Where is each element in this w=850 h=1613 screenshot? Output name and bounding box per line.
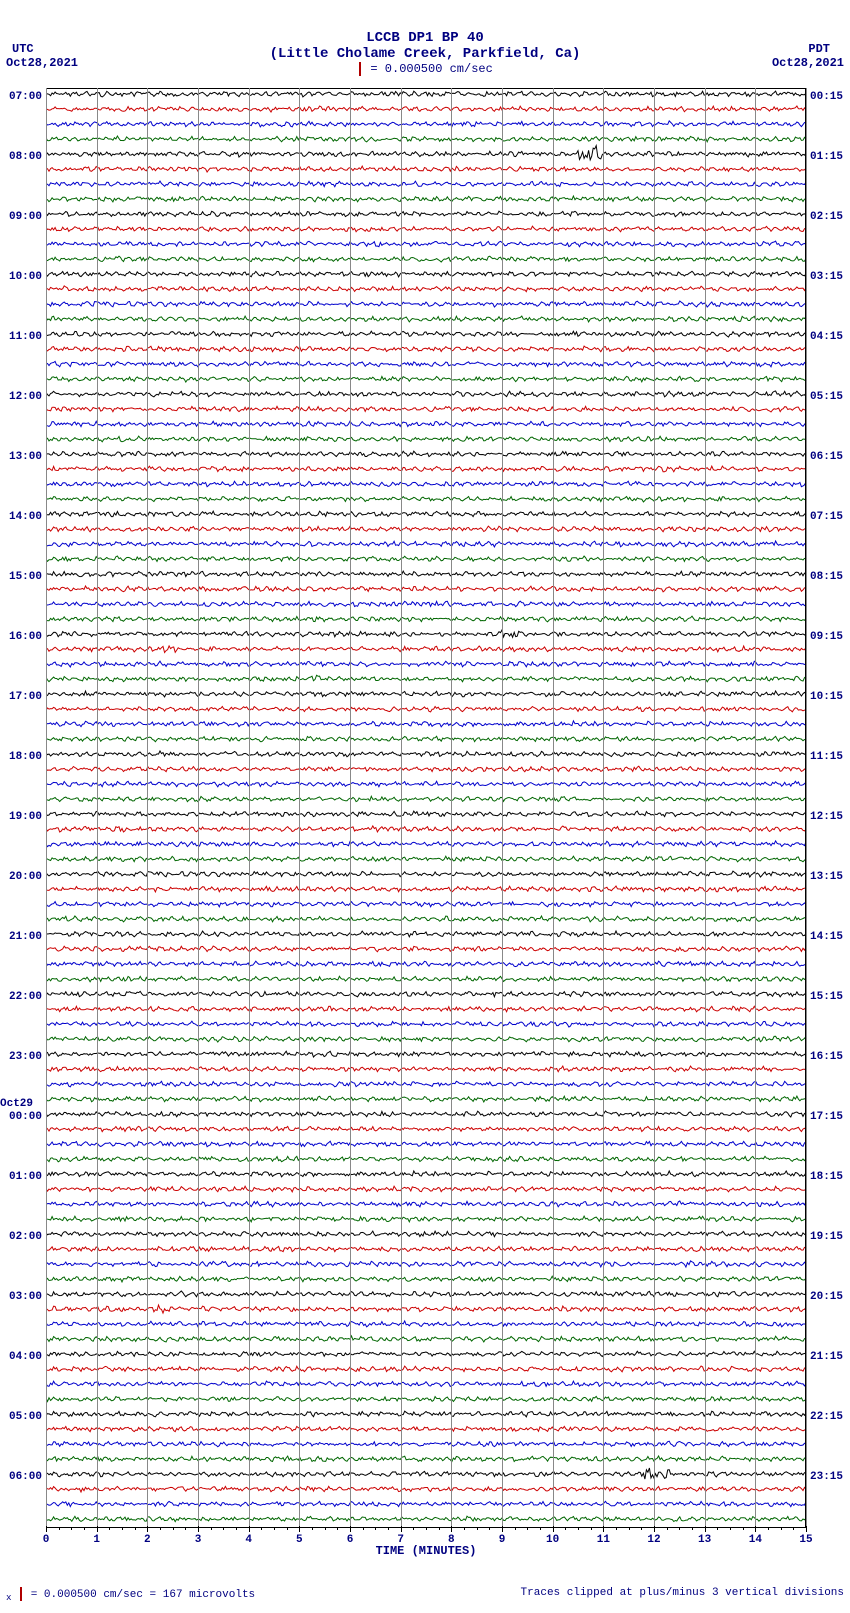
hour-label-utc: 16:00: [4, 631, 42, 643]
hour-label-utc: 00:00: [4, 1111, 42, 1123]
hour-label-utc: 07:00: [4, 91, 42, 103]
hour-label-utc: 02:00: [4, 1231, 42, 1243]
gridline-v: [603, 88, 604, 1528]
hour-label-utc: 06:00: [4, 1471, 42, 1483]
plot-border: [46, 88, 806, 1528]
gridline-v: [401, 88, 402, 1528]
seismogram-container: UTC Oct28,2021 PDT Oct28,2021 LCCB DP1 B…: [0, 0, 850, 1613]
hour-label-utc: 08:00: [4, 151, 42, 163]
hour-label-utc: 13:00: [4, 451, 42, 463]
hour-label-pdt: 00:15: [810, 91, 848, 103]
hour-label-pdt: 07:15: [810, 511, 848, 523]
xaxis-label: TIME (MINUTES): [46, 1544, 806, 1558]
hour-label-pdt: 09:15: [810, 631, 848, 643]
hour-label-pdt: 11:15: [810, 751, 848, 763]
hour-label-utc: 17:00: [4, 691, 42, 703]
hour-label-utc: 21:00: [4, 931, 42, 943]
gridline-v: [299, 88, 300, 1528]
hour-label-pdt: 04:15: [810, 331, 848, 343]
hour-label-pdt: 23:15: [810, 1471, 848, 1483]
hour-label-pdt: 10:15: [810, 691, 848, 703]
hour-label-pdt: 06:15: [810, 451, 848, 463]
gridline-v: [249, 88, 250, 1528]
hour-label-pdt: 13:15: [810, 871, 848, 883]
pdt-date-label: Oct28,2021: [772, 56, 844, 70]
hour-label-utc: 10:00: [4, 271, 42, 283]
gridline-v: [350, 88, 351, 1528]
footer: x = 0.000500 cm/sec = 167 microvolts Tra…: [6, 1587, 844, 1603]
footer-left: x = 0.000500 cm/sec = 167 microvolts: [6, 1587, 255, 1603]
gridline-v: [705, 88, 706, 1528]
hour-label-pdt: 03:15: [810, 271, 848, 283]
date-rollover-label: Oct29: [0, 1098, 33, 1110]
gridline-v: [654, 88, 655, 1528]
hour-label-utc: 15:00: [4, 571, 42, 583]
gridline-v: [755, 88, 756, 1528]
hour-label-utc: 09:00: [4, 211, 42, 223]
scale-bar-icon: [20, 1587, 22, 1601]
utc-tz-label: UTC: [12, 42, 34, 56]
hour-label-utc: 05:00: [4, 1411, 42, 1423]
gridline-v: [451, 88, 452, 1528]
footer-right: Traces clipped at plus/minus 3 vertical …: [521, 1587, 844, 1603]
hour-label-utc: 18:00: [4, 751, 42, 763]
hour-label-utc: 14:00: [4, 511, 42, 523]
title-sub: (Little Cholame Creek, Parkfield, Ca): [0, 46, 850, 62]
hour-label-utc: 01:00: [4, 1171, 42, 1183]
gridline-v: [806, 88, 807, 1528]
hour-label-utc: 23:00: [4, 1051, 42, 1063]
hour-label-pdt: 21:15: [810, 1351, 848, 1363]
hour-label-utc: 04:00: [4, 1351, 42, 1363]
hour-label-pdt: 19:15: [810, 1231, 848, 1243]
hour-label-pdt: 12:15: [810, 811, 848, 823]
hour-label-pdt: 01:15: [810, 151, 848, 163]
hour-label-utc: 22:00: [4, 991, 42, 1003]
hour-label-pdt: 17:15: [810, 1111, 848, 1123]
hour-label-pdt: 15:15: [810, 991, 848, 1003]
scale-bar-icon: [359, 62, 361, 76]
gridline-v: [502, 88, 503, 1528]
gridline-v: [46, 88, 47, 1528]
hour-label-utc: 03:00: [4, 1291, 42, 1303]
scale-text: = 0.000500 cm/sec: [0, 62, 850, 76]
gridline-v: [147, 88, 148, 1528]
utc-date-label: Oct28,2021: [6, 56, 78, 70]
hour-label-utc: 20:00: [4, 871, 42, 883]
title-main: LCCB DP1 BP 40: [0, 30, 850, 46]
hour-label-utc: 19:00: [4, 811, 42, 823]
chart-header: LCCB DP1 BP 40 (Little Cholame Creek, Pa…: [0, 0, 850, 76]
hour-label-pdt: 16:15: [810, 1051, 848, 1063]
seismogram-plot: 0123456789101112131415TIME (MINUTES)07:0…: [46, 88, 806, 1528]
hour-label-utc: 11:00: [4, 331, 42, 343]
hour-label-pdt: 08:15: [810, 571, 848, 583]
hour-label-pdt: 14:15: [810, 931, 848, 943]
pdt-tz-label: PDT: [808, 42, 830, 56]
hour-label-utc: 12:00: [4, 391, 42, 403]
hour-label-pdt: 22:15: [810, 1411, 848, 1423]
hour-label-pdt: 18:15: [810, 1171, 848, 1183]
gridline-v: [97, 88, 98, 1528]
hour-label-pdt: 20:15: [810, 1291, 848, 1303]
hour-label-pdt: 02:15: [810, 211, 848, 223]
hour-label-pdt: 05:15: [810, 391, 848, 403]
gridline-v: [198, 88, 199, 1528]
gridline-v: [553, 88, 554, 1528]
